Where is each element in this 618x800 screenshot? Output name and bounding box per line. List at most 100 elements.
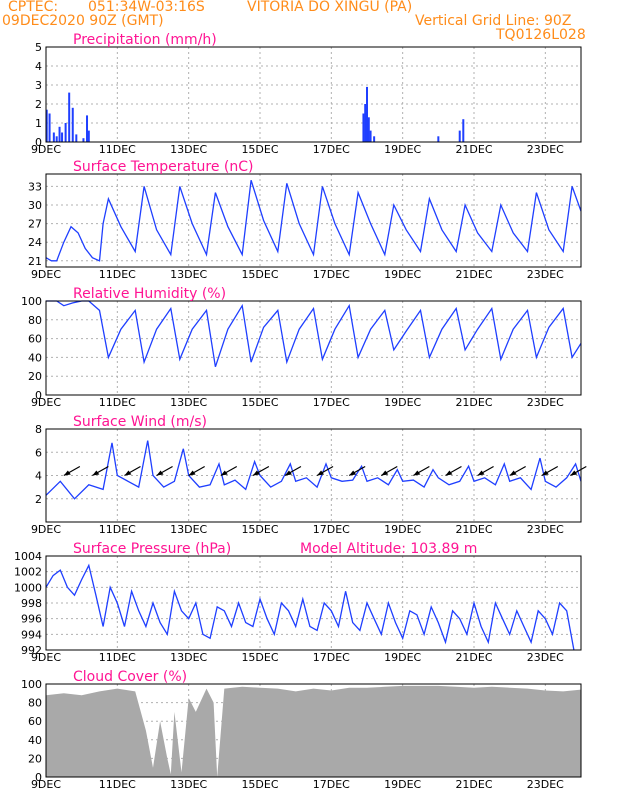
x-tick-label: 17DEC [313,396,350,409]
header-model: TQ0126L028 [496,27,586,43]
y-tick-label: 20 [28,752,42,765]
x-tick-label: 19DEC [384,143,421,156]
precip-bar [462,119,465,142]
x-tick-label: 9DEC [31,396,61,409]
y-tick-label: 20 [28,370,42,383]
precip-bar [87,130,90,142]
wind-arrow-head [124,470,132,476]
y-tick-label: 0 [35,771,42,784]
x-tick-label: 21DEC [455,523,492,536]
cloud-cover-area [46,685,581,777]
x-tick-label: 19DEC [384,268,421,281]
x-tick-label: 23DEC [527,778,564,791]
panel-title: Precipitation (mm/h) [73,32,217,48]
panel-frame [45,300,582,396]
x-tick-label: 17DEC [313,523,350,536]
y-tick-label: 3 [35,79,42,92]
x-tick-label: 13DEC [170,396,207,409]
x-tick-label: 11DEC [99,396,136,409]
precip-bar [82,138,85,142]
wind-arrow-head [541,470,549,476]
x-tick-label: 23DEC [527,651,564,664]
y-tick-label: 21 [28,255,42,268]
y-tick-label: 2 [35,98,42,111]
header-location: VITORIA DO XINGU (PA) [247,0,413,15]
wind-arrow-head [284,470,292,476]
precip-bar [364,104,367,142]
wind-arrow-head [381,470,389,476]
wind-arrow-head [349,470,357,476]
panel-frame [45,173,582,268]
wind-arrow-head [509,470,517,476]
precip-bar [71,107,74,142]
series-line [46,300,582,368]
wind-arrow-head [477,470,485,476]
y-tick-label: 0 [35,389,42,402]
precip-bar [367,117,370,142]
panel-title: Relative Humidity (%) [73,286,226,302]
precip-bar [64,123,67,142]
series-line [45,440,582,500]
panel-frame [45,46,582,143]
precip-bar [55,136,58,142]
y-tick-label: 4 [35,60,42,73]
wind-arrow-head [188,470,196,476]
x-tick-label: 9DEC [31,651,61,664]
x-tick-label: 15DEC [241,268,278,281]
y-tick-label: 5 [35,41,42,54]
x-tick-label: 23DEC [527,523,564,536]
precip-bar [68,92,71,142]
wind-arrow-head [92,470,100,476]
y-tick-label: 0 [35,136,42,149]
y-tick-label: 60 [28,333,42,346]
precip-bar [373,136,376,142]
y-tick-label: 30 [28,199,42,212]
panel-title: Surface Temperature (nC) [73,159,254,175]
x-tick-label: 19DEC [384,396,421,409]
precip-bar [75,134,78,142]
precip-bar [52,132,55,142]
panel-frame [45,683,582,778]
header-date: 09DEC2020 90Z (GMT) [2,13,164,29]
wind-arrow-head [252,470,260,476]
x-tick-label: 9DEC [31,523,61,536]
x-tick-label: 21DEC [455,396,492,409]
wind-arrow-head [445,470,453,476]
y-tick-label: 24 [28,236,42,249]
x-tick-label: 21DEC [455,268,492,281]
x-tick-label: 23DEC [527,268,564,281]
x-tick-label: 19DEC [384,778,421,791]
precip-bar [86,115,89,142]
x-tick-label: 13DEC [170,268,207,281]
y-tick-label: 60 [28,715,42,728]
x-tick-label: 19DEC [384,523,421,536]
panel-title: Surface Wind (m/s) [73,414,207,430]
y-tick-label: 40 [28,351,42,364]
y-tick-label: 6 [35,446,42,459]
x-tick-label: 21DEC [455,778,492,791]
y-tick-label: 8 [35,423,42,436]
x-tick-label: 17DEC [313,143,350,156]
x-tick-label: 15DEC [241,778,278,791]
x-tick-label: 23DEC [527,143,564,156]
y-tick-label: 994 [21,628,42,641]
series-line [45,180,582,262]
y-tick-label: 100 [21,295,42,308]
precip-bar [369,130,372,142]
y-tick-label: 80 [28,697,42,710]
series-line [45,563,575,651]
header-grid-line: Vertical Grid Line: 90Z [415,13,572,29]
wind-arrow-head [570,470,578,476]
header-coords: 051:34W-03:16S [88,0,205,15]
x-tick-label: 11DEC [99,778,136,791]
precip-bar [362,113,365,142]
x-tick-label: 17DEC [313,651,350,664]
y-tick-label: 100 [21,678,42,691]
x-tick-label: 21DEC [455,651,492,664]
x-tick-label: 9DEC [31,268,61,281]
x-tick-label: 15DEC [241,523,278,536]
x-tick-label: 13DEC [170,143,207,156]
panel-frame [45,428,582,523]
x-tick-label: 15DEC [241,396,278,409]
